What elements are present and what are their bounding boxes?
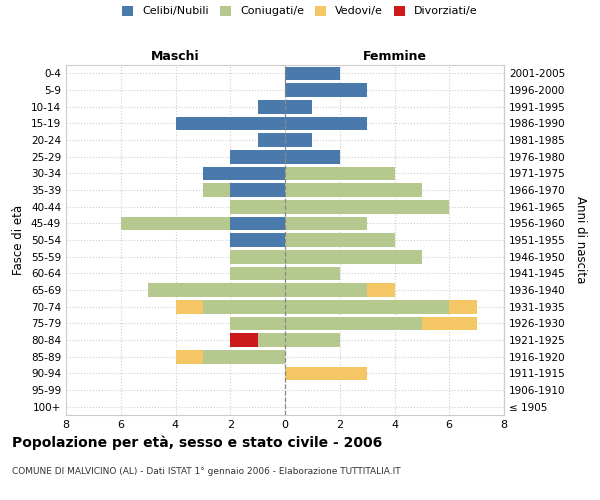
Bar xyxy=(257,100,285,114)
Bar xyxy=(230,216,285,230)
Bar xyxy=(230,200,285,213)
Bar xyxy=(203,183,230,197)
Bar xyxy=(203,300,285,314)
Bar xyxy=(285,250,422,264)
Bar xyxy=(285,200,449,213)
Bar xyxy=(285,233,395,247)
Bar xyxy=(285,133,313,147)
Bar xyxy=(230,316,285,330)
Bar xyxy=(285,150,340,164)
Bar xyxy=(285,116,367,130)
Text: Femmine: Femmine xyxy=(362,50,427,62)
Bar xyxy=(285,66,340,80)
Bar xyxy=(230,333,257,347)
Bar xyxy=(285,283,367,297)
Y-axis label: Fasce di età: Fasce di età xyxy=(13,205,25,275)
Bar xyxy=(257,133,285,147)
Bar xyxy=(285,100,313,114)
Bar xyxy=(285,366,367,380)
Bar xyxy=(367,283,395,297)
Bar xyxy=(285,216,367,230)
Bar xyxy=(230,266,285,280)
Text: Maschi: Maschi xyxy=(151,50,200,62)
Legend: Celibi/Nubili, Coniugati/e, Vedovi/e, Divorziati/e: Celibi/Nubili, Coniugati/e, Vedovi/e, Di… xyxy=(122,6,478,16)
Bar xyxy=(285,83,367,97)
Y-axis label: Anni di nascita: Anni di nascita xyxy=(574,196,587,284)
Bar xyxy=(285,183,422,197)
Bar xyxy=(285,333,340,347)
Bar xyxy=(121,216,230,230)
Bar xyxy=(176,300,203,314)
Bar xyxy=(257,333,285,347)
Bar xyxy=(285,166,395,180)
Text: Popolazione per età, sesso e stato civile - 2006: Popolazione per età, sesso e stato civil… xyxy=(12,435,382,450)
Bar xyxy=(203,350,285,364)
Text: COMUNE DI MALVICINO (AL) - Dati ISTAT 1° gennaio 2006 - Elaborazione TUTTITALIA.: COMUNE DI MALVICINO (AL) - Dati ISTAT 1°… xyxy=(12,468,401,476)
Bar xyxy=(176,116,285,130)
Bar xyxy=(449,300,476,314)
Bar xyxy=(230,183,285,197)
Bar xyxy=(148,283,285,297)
Bar xyxy=(285,300,449,314)
Bar xyxy=(230,250,285,264)
Bar xyxy=(285,266,340,280)
Bar xyxy=(176,350,203,364)
Bar xyxy=(422,316,476,330)
Bar xyxy=(285,316,422,330)
Bar xyxy=(203,166,285,180)
Bar xyxy=(230,233,285,247)
Bar xyxy=(230,150,285,164)
